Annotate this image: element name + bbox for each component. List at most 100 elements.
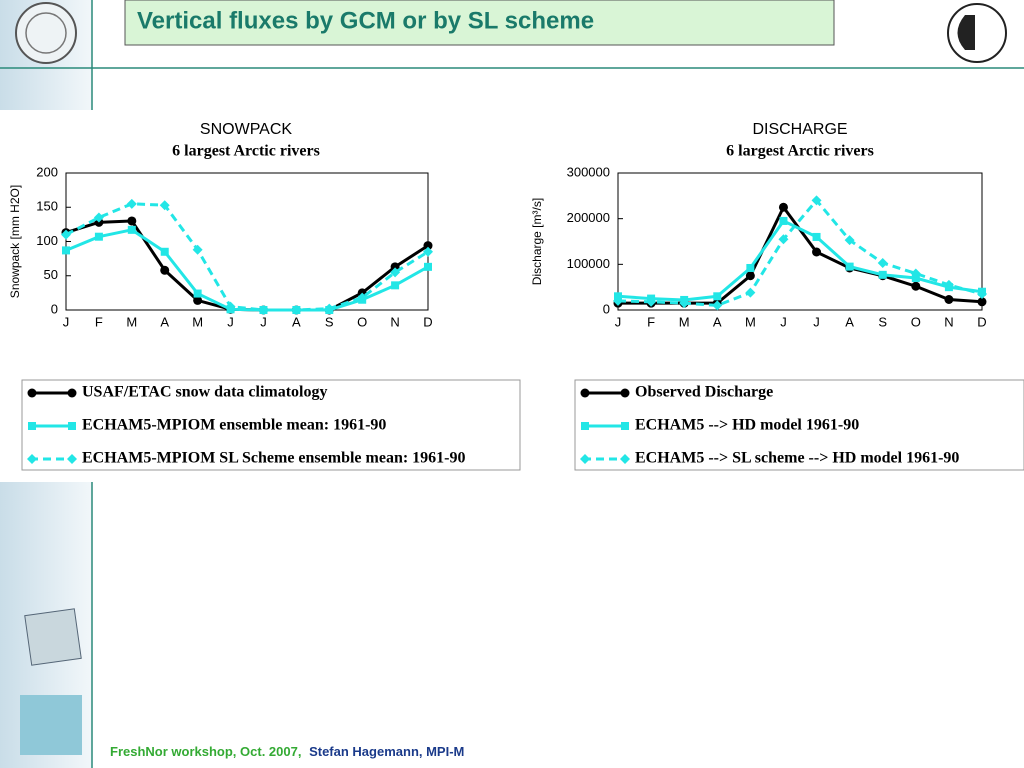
chart-subtitle: 6 largest Arctic rivers <box>172 143 320 160</box>
marker <box>93 212 104 223</box>
x-tick-label: M <box>192 314 203 329</box>
marker <box>94 232 103 241</box>
y-tick-label: 150 <box>36 199 58 214</box>
marker <box>679 298 690 309</box>
marker <box>160 265 170 275</box>
marker <box>745 271 755 281</box>
chart-subtitle: 6 largest Arctic rivers <box>726 143 874 160</box>
marker <box>811 195 822 206</box>
marker <box>745 287 756 298</box>
chart-title: DISCHARGE <box>752 121 847 138</box>
x-tick-label: A <box>713 314 722 329</box>
marker <box>258 305 269 315</box>
series-line <box>617 219 983 302</box>
legend-box <box>21 379 521 471</box>
marker <box>620 454 630 464</box>
marker <box>159 200 170 211</box>
x-tick-label: N <box>944 314 953 329</box>
x-tick-label: J <box>615 314 622 329</box>
series-line <box>65 202 429 312</box>
x-tick-label: A <box>160 314 169 329</box>
legend-label: USAF/ETAC snow data climatology <box>82 384 328 401</box>
x-tick-label: J <box>227 314 234 329</box>
series-line <box>65 228 429 312</box>
x-tick-label: F <box>647 314 655 329</box>
marker <box>391 281 400 290</box>
x-tick-label: J <box>813 314 820 329</box>
marker <box>28 422 36 430</box>
x-tick-label: M <box>679 314 690 329</box>
marker <box>423 241 433 251</box>
marker <box>779 216 788 225</box>
marker <box>68 422 76 430</box>
x-tick-label: S <box>325 314 334 329</box>
marker <box>424 262 432 271</box>
y-tick-label: 100000 <box>567 256 610 271</box>
x-tick-label: N <box>390 314 399 329</box>
y-tick-label: 200000 <box>567 210 610 225</box>
marker <box>67 454 77 464</box>
marker <box>878 270 887 279</box>
marker <box>812 247 822 257</box>
marker <box>127 216 137 226</box>
y-tick-label: 300000 <box>567 164 610 179</box>
footer: FreshNor workshop, Oct. 2007, Stefan Hag… <box>110 744 464 759</box>
footer-event: FreshNor workshop, Oct. 2007, <box>110 744 301 759</box>
footer-author: Stefan Hagemann, MPI-M <box>309 744 464 759</box>
marker <box>646 296 657 307</box>
marker <box>746 263 755 272</box>
series-line <box>617 198 983 307</box>
x-tick-label: O <box>357 314 367 329</box>
marker <box>844 235 855 246</box>
legend-label: Observed Discharge <box>635 384 773 401</box>
marker <box>713 292 722 301</box>
logo-mpim-mark <box>957 15 975 50</box>
y-axis-label: Snowpack [mm H2O] <box>8 185 22 298</box>
marker <box>126 198 137 209</box>
y-tick-label: 200 <box>36 164 58 179</box>
marker <box>620 388 630 398</box>
logo-remo <box>24 608 82 666</box>
marker <box>62 246 70 255</box>
marker <box>621 422 629 430</box>
marker <box>778 234 789 245</box>
legend-label: ECHAM5 --> SL scheme --> HD model 1961-9… <box>635 450 959 467</box>
legend-label: ECHAM5 --> HD model 1961-90 <box>635 417 859 434</box>
marker <box>127 225 136 234</box>
x-tick-label: J <box>260 314 267 329</box>
logo-mpim <box>947 3 1007 63</box>
logo-zmaw <box>20 695 82 755</box>
marker <box>291 305 302 315</box>
marker <box>977 289 987 300</box>
logo-mpg <box>15 2 77 64</box>
marker <box>225 301 236 312</box>
x-tick-label: A <box>292 314 301 329</box>
y-tick-label: 0 <box>51 301 58 316</box>
marker <box>712 300 723 311</box>
marker <box>613 295 623 306</box>
marker <box>357 292 368 303</box>
x-tick-label: S <box>878 314 887 329</box>
y-tick-label: 100 <box>36 233 58 248</box>
y-axis-label: Discharge [m³/s] <box>530 198 544 285</box>
marker <box>193 295 203 305</box>
marker <box>27 454 37 464</box>
marker <box>944 294 954 304</box>
marker <box>390 262 400 272</box>
marker <box>812 232 821 241</box>
marker <box>580 388 590 398</box>
logo-mpg-inner <box>25 12 67 54</box>
x-tick-label: F <box>95 314 103 329</box>
marker <box>67 388 77 398</box>
plot-frame <box>617 172 983 311</box>
marker <box>390 267 401 278</box>
marker <box>977 297 987 307</box>
y-tick-label: 50 <box>44 267 58 282</box>
legend-box <box>574 379 1024 471</box>
marker <box>423 246 433 257</box>
x-tick-label: D <box>977 314 986 329</box>
legend-label: ECHAM5-MPIOM ensemble mean: 1961-90 <box>82 417 386 434</box>
x-tick-label: M <box>126 314 137 329</box>
chart-title: SNOWPACK <box>200 121 292 138</box>
